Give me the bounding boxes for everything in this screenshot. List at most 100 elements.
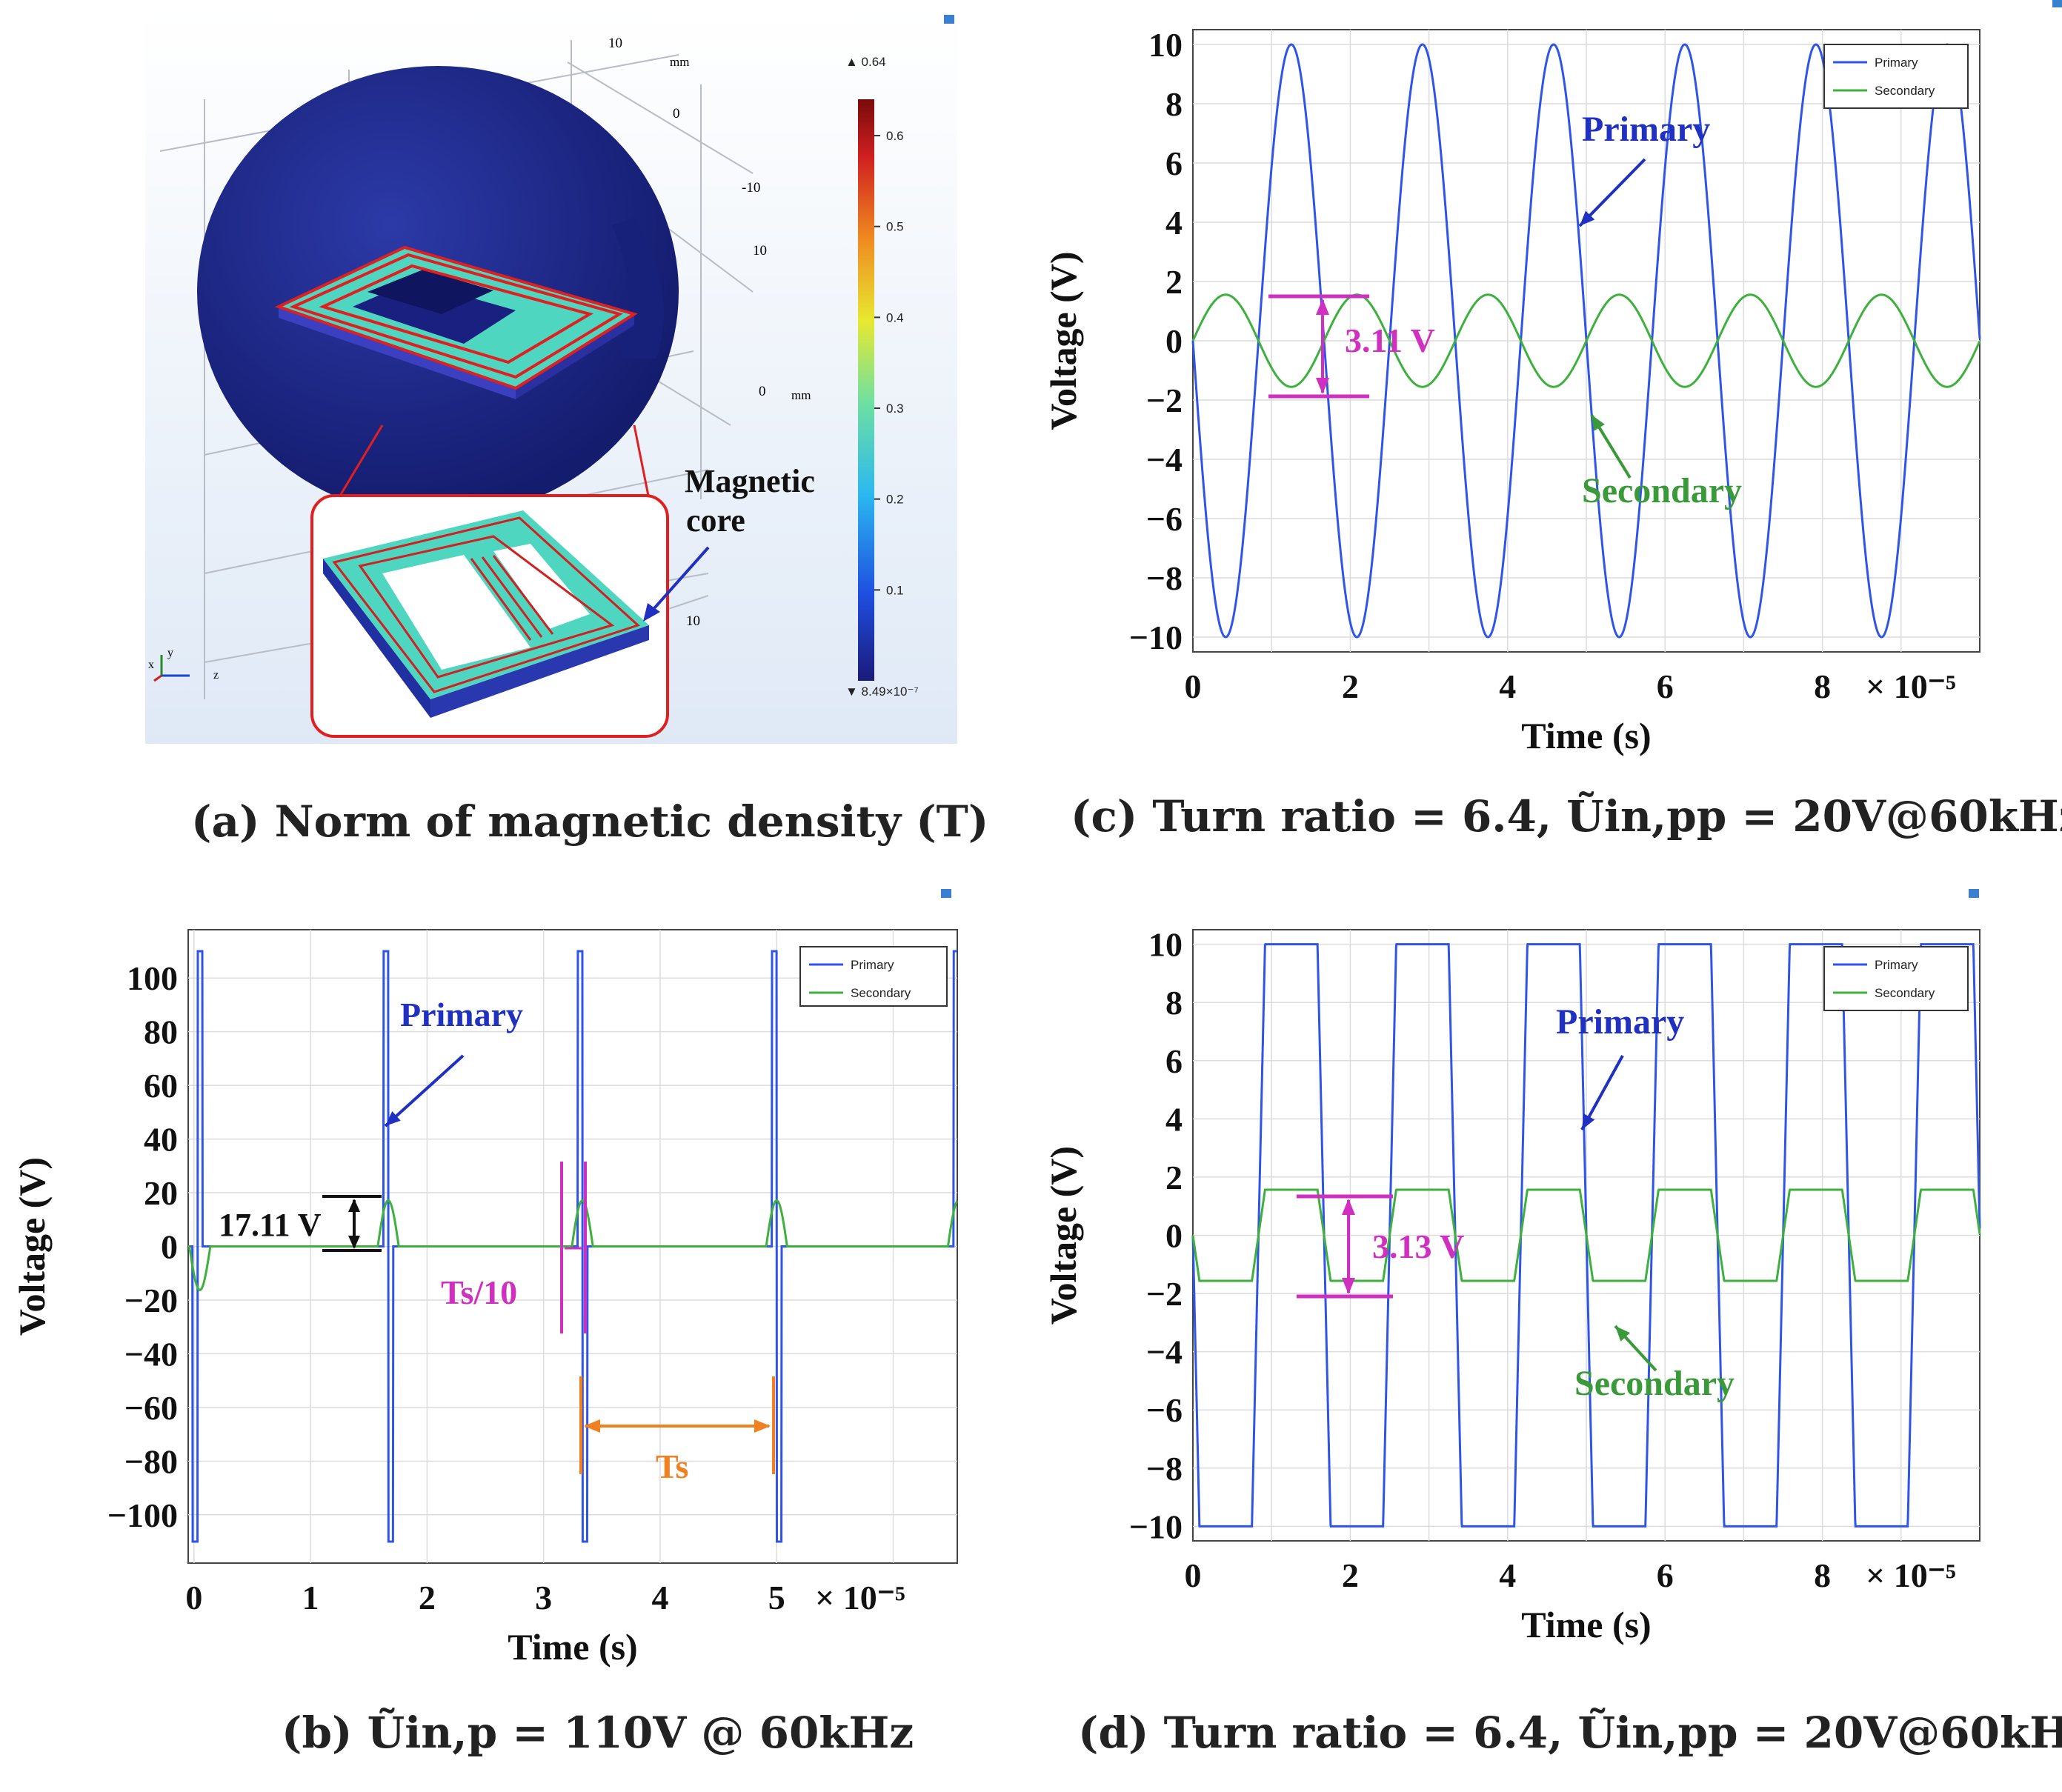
view-icon-d (1969, 889, 1979, 898)
y-tick-label: −2 (1146, 382, 1183, 419)
y-tick-label: 10 (1148, 26, 1183, 64)
x-tick-label: 2 (1342, 667, 1359, 705)
colorbar-tick-label: 0.2 (886, 493, 904, 507)
legend-label: Secondary (851, 986, 911, 1000)
y-tick-label: 100 (127, 959, 178, 997)
y-tick-label: 8 (1165, 984, 1183, 1022)
chart-b: 100 80 60 40 20 0 −20 −40 −60 −80 −100 0 1 2 3 4 5 × 10⁻⁵… (11, 889, 959, 1668)
annotation-primary: Primary (1556, 1002, 1684, 1042)
y-tick-label: −10 (1129, 1508, 1183, 1545)
legend-label: Primary (1875, 958, 1918, 972)
arrow-primary-head (1580, 210, 1595, 226)
y-tick-label: −6 (1146, 1391, 1183, 1429)
axis-label-10-d: 10 (686, 613, 700, 629)
ts-arrow-right (754, 1419, 771, 1433)
annotation-arrow (648, 546, 710, 616)
y-tick-label: 20 (144, 1174, 178, 1212)
y-tick-label: −80 (124, 1442, 178, 1480)
panel-b: 100 80 60 40 20 0 −20 −40 −60 −80 −100 0 1 2 3 4 5 × 10⁻⁵… (0, 882, 978, 1674)
legend-label: Primary (851, 958, 894, 972)
view-icon-c (2052, 0, 2062, 7)
x-tick-label: 8 (1814, 667, 1831, 705)
x-tick-label: 4 (651, 1579, 668, 1616)
arrow-secondary-head (1592, 415, 1605, 431)
y-tick-label: −60 (124, 1389, 178, 1427)
zoom-box (274, 245, 638, 390)
caption-c: (c) Turn ratio = 6.4, Ũin,pp = 20V@60kHz (1071, 791, 2062, 842)
y-tick-label: 0 (1165, 1217, 1183, 1255)
sphere-cut (612, 218, 664, 359)
zoom-line-left (336, 424, 384, 500)
measure-arrow-down (1342, 1278, 1355, 1294)
view-icon[interactable] (944, 15, 954, 24)
panel-a-svg: 10 mm 0 -10 10 0 mm 10 y x z Magnetic co… (145, 10, 957, 744)
x-tick-label: 0 (185, 1579, 202, 1616)
arrow-primary (1578, 158, 1646, 227)
arrow-primary-head (385, 1111, 401, 1126)
colorbar-tick-label: 0.5 (886, 220, 904, 234)
y-tick-label: −100 (107, 1496, 178, 1534)
grid (1193, 930, 1980, 1541)
y-tick-label: 4 (1165, 1100, 1183, 1138)
caption-d: (d) Turn ratio = 6.4, Ũin,pp = 20V@60kHz (1078, 1708, 2062, 1758)
series-line-secondary (1191, 1188, 1981, 1282)
arrow-secondary-head (1615, 1326, 1631, 1342)
annotation-ts10: Ts/10 (441, 1273, 517, 1311)
colorbar-ticks: 0.6 0.5 0.4 0.3 0.2 0.1 (874, 129, 904, 597)
y-tick-label: −8 (1146, 559, 1183, 597)
legend-box (1823, 44, 1969, 109)
legend-label: Secondary (1875, 84, 1935, 98)
annotation-measure: 3.11 V (1345, 322, 1435, 359)
legend-label: Primary (1875, 56, 1918, 70)
measure-arrow-down (1316, 378, 1329, 394)
legend-box (1823, 946, 1969, 1011)
y-tick-label: 40 (144, 1121, 178, 1159)
arrow-primary-head (1582, 1113, 1595, 1130)
ts-arrow-left (584, 1419, 600, 1433)
colorbar-min: ▼ 8.49×10⁻⁷ (845, 685, 919, 699)
x-multiplier: × 10⁻⁵ (1866, 667, 1956, 705)
legend: Primary Secondary (1823, 946, 1969, 1011)
annotation-primary: Primary (400, 996, 523, 1033)
annotation-arrowhead (643, 603, 660, 622)
measure-arrow-up (1342, 1199, 1355, 1215)
axis-label-0-b: 0 (759, 384, 766, 399)
y-tick-label: −4 (1146, 441, 1183, 479)
legend-label: Secondary (1875, 986, 1935, 1000)
colorbar (858, 99, 874, 681)
y-tick-label: −40 (124, 1335, 178, 1373)
annotation-core: core (686, 502, 745, 539)
measure-arrow-up (348, 1199, 360, 1212)
x-multiplier: × 10⁻⁵ (1866, 1556, 1956, 1594)
colorbar-tick-label: 0.4 (886, 310, 904, 324)
measure-arrow-up (1316, 299, 1329, 315)
panel-a: 10 mm 0 -10 10 0 mm 10 y x z Magnetic co… (145, 10, 957, 744)
legend: Primary Secondary (799, 946, 948, 1007)
x-tick-label: 1 (302, 1579, 319, 1616)
panel-d: 10 8 6 4 2 0 −2 −4 −6 −8 −10 0 2 4 6 8 × 10⁻⁵ Time (s) Vol… (1030, 882, 2062, 1682)
x-tick-label: 0 (1185, 1556, 1202, 1594)
y-axis-label: Voltage (V) (1042, 1146, 1084, 1325)
x-tick-label: 6 (1657, 1556, 1674, 1594)
annotation-secondary: Secondary (1582, 471, 1742, 510)
triad-x: x (148, 659, 154, 671)
x-tick-label: 8 (1814, 1556, 1831, 1594)
axis-triad: y x z (148, 647, 219, 682)
triad-z: z (213, 669, 219, 682)
x-tick-label: 2 (1342, 1556, 1359, 1594)
axis-label-minus10: -10 (742, 180, 760, 196)
x-tick-label: 3 (535, 1579, 552, 1616)
y-tick-label: 8 (1165, 85, 1183, 123)
caption-b: (b) Ũin,p = 110V @ 60kHz (282, 1708, 914, 1758)
x-tick-label: 4 (1499, 1556, 1516, 1594)
y-tick-label: 2 (1165, 263, 1183, 301)
y-tick-label: −6 (1146, 500, 1183, 538)
panel-c: 10 8 6 4 2 0 −2 −4 −6 −8 −10 0 2 4 6 8 × 10⁻⁵ Time (s) Vol… (1030, 0, 2062, 800)
colorbar-tick-label: 0.3 (886, 402, 904, 416)
y-tick-label: 2 (1165, 1159, 1183, 1196)
arrow-primary (384, 1054, 465, 1128)
caption-a: (a) Norm of magnetic density (T) (191, 796, 989, 847)
axis-label-0-a: 0 (673, 106, 680, 121)
axis-label-mm-a: mm (670, 55, 689, 69)
